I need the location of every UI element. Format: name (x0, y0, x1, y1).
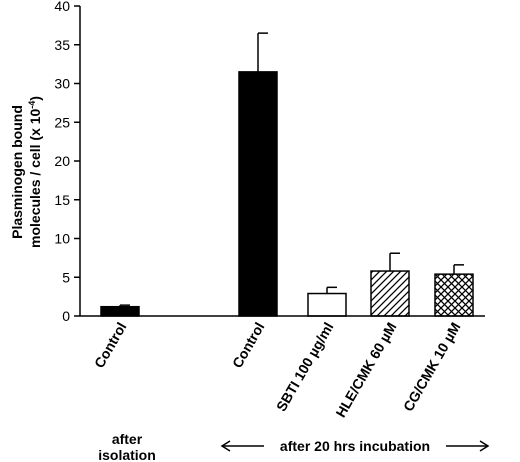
y-tick-label: 35 (54, 37, 70, 53)
error-bar (389, 252, 400, 272)
error-bar (453, 264, 464, 275)
y-tick-label: 5 (62, 269, 70, 285)
group-label-isolation-line1: after (112, 431, 143, 447)
error-bars (119, 32, 464, 307)
y-axis-label-line1: Plasminogen bound (9, 105, 25, 239)
bars (100, 71, 474, 317)
y-tick-label: 15 (54, 192, 70, 208)
bar (100, 305, 140, 317)
category-label: Control (229, 320, 268, 371)
y-tick-label: 0 (62, 308, 70, 324)
bar (370, 270, 410, 317)
group-arrow-left (220, 440, 264, 452)
y-axis-label-close: ) (27, 96, 43, 101)
error-bar (257, 32, 268, 72)
y-tick-label: 10 (54, 231, 70, 247)
category-label: SBTI 100 µg/ml (273, 320, 337, 414)
category-label: HLE/CMK 60 µM (332, 320, 399, 421)
bar (307, 292, 347, 317)
error-bar (119, 304, 130, 307)
category-label: Control (91, 320, 130, 371)
error-bar (326, 286, 337, 294)
y-tick-label: 20 (54, 153, 70, 169)
bar (434, 273, 474, 317)
group-arrow-right (446, 440, 490, 452)
y-tick-labels: 0 5 10 15 20 25 30 35 40 (54, 0, 70, 324)
y-axis-label-unit: molecules / cell (x 10 (27, 108, 43, 248)
y-axis-label-line2: molecules / cell (x 10-4) (27, 96, 43, 248)
y-tick-label: 40 (54, 0, 70, 14)
category-label: CG/CMK 10 µM (400, 320, 464, 414)
y-tick-label: 30 (54, 76, 70, 92)
y-axis (74, 5, 81, 317)
group-label-incubation: after 20 hrs incubation (280, 438, 430, 454)
bar (238, 71, 278, 317)
group-label-isolation-line2: isolation (98, 447, 156, 462)
y-tick-label: 25 (54, 114, 70, 130)
y-axis-label-exponent: -4 (27, 101, 37, 109)
